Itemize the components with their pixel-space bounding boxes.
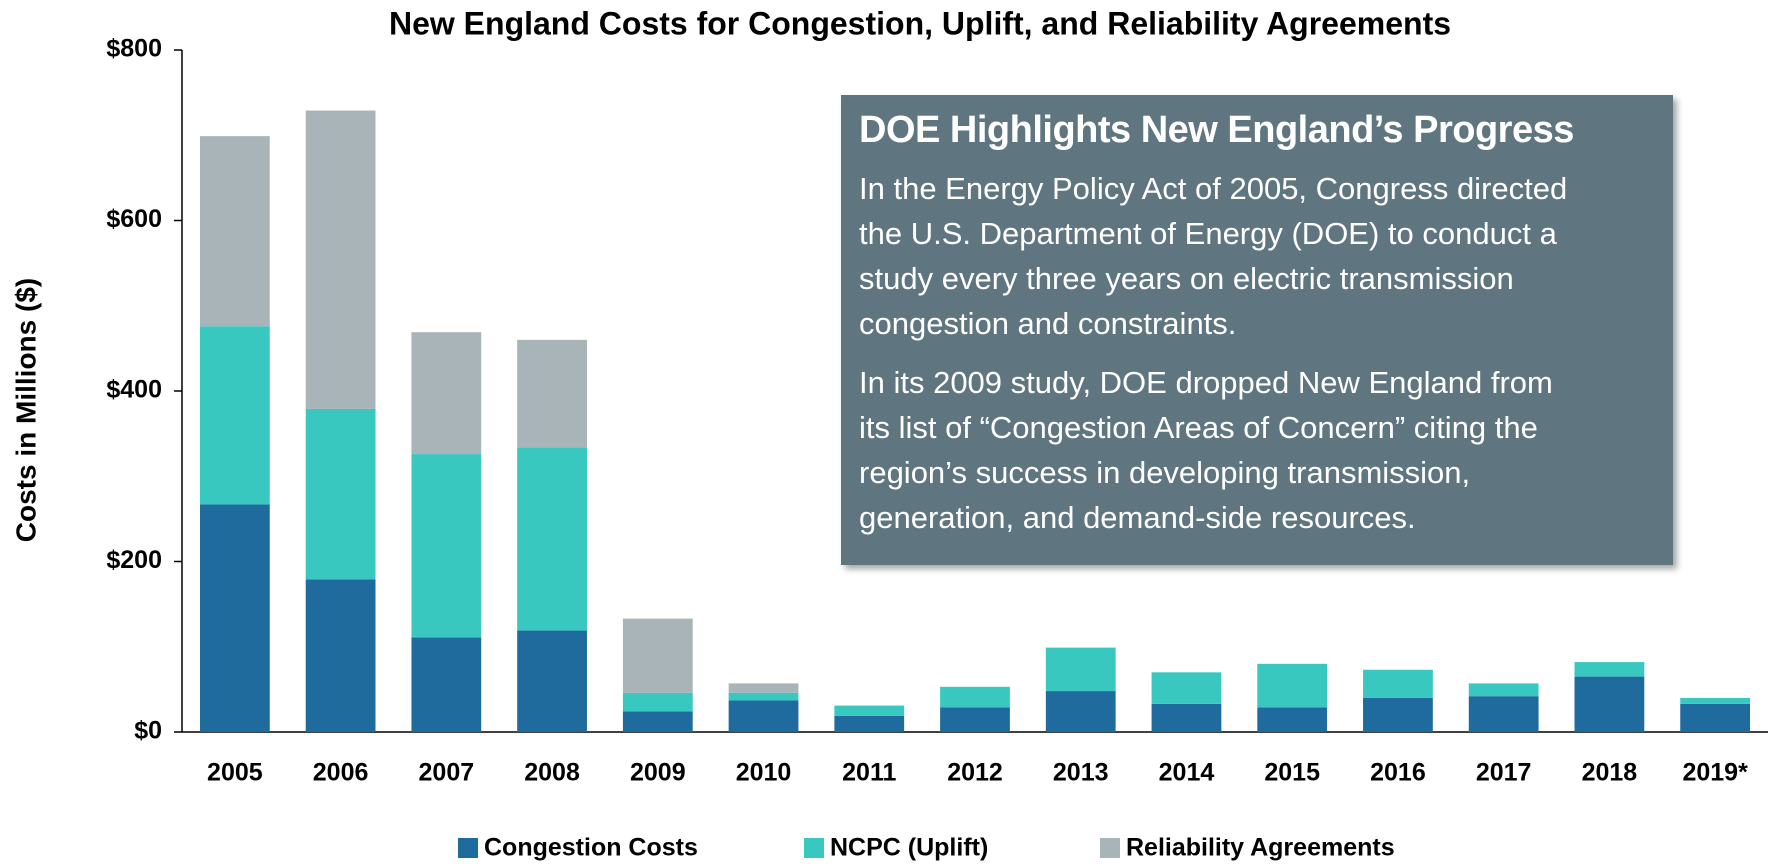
- annotation-box: DOE Highlights New England’s Progress In …: [841, 95, 1673, 565]
- bar-segment: [940, 686, 1010, 708]
- bar-segment: [1045, 691, 1116, 732]
- y-tick-label: $200: [106, 546, 162, 574]
- x-tick-label: 2018: [1582, 759, 1638, 787]
- bar-segment: [622, 692, 693, 712]
- bar-segment: [411, 637, 482, 732]
- bar-segment: [728, 692, 799, 701]
- annotation-line: In the Energy Policy Act of 2005, Congre…: [859, 171, 1568, 206]
- x-tick-label: 2019*: [1682, 759, 1748, 787]
- bar-segment: [517, 630, 587, 732]
- bar-segment: [305, 110, 376, 409]
- bar-segment: [940, 707, 1010, 732]
- bar-segment: [305, 408, 376, 580]
- annotation-line: congestion and constraints.: [859, 306, 1237, 341]
- bar-segment: [834, 715, 905, 732]
- annotation-paragraph: In the Energy Policy Act of 2005, Congre…: [859, 166, 1655, 346]
- y-axis-label: Costs in Millions ($): [10, 278, 41, 542]
- bar-segment: [305, 579, 376, 732]
- x-tick-label: 2007: [419, 759, 475, 787]
- legend-swatch: [458, 838, 478, 858]
- bar-segment: [622, 711, 693, 732]
- x-tick-label: 2006: [313, 759, 369, 787]
- x-tick-label: 2008: [524, 759, 580, 787]
- y-tick-label: $600: [106, 205, 162, 233]
- x-tick-label: 2011: [842, 759, 896, 787]
- legend-label: Reliability Agreements: [1126, 834, 1395, 862]
- bar-segment: [199, 504, 270, 732]
- bar-segment: [1151, 703, 1222, 732]
- legend-label: NCPC (Uplift): [830, 834, 988, 862]
- x-tick-label: 2009: [630, 759, 686, 787]
- annotation-line: region’s success in developing transmiss…: [859, 455, 1471, 490]
- x-tick-label: 2013: [1053, 759, 1109, 787]
- annotation-paragraph: In its 2009 study, DOE dropped New Engla…: [859, 360, 1655, 540]
- x-tick-label: 2015: [1264, 759, 1320, 787]
- legend-swatch: [804, 838, 824, 858]
- bar-segment: [411, 332, 482, 455]
- legend-swatch: [1100, 838, 1120, 858]
- annotation-line: its list of “Congestion Areas of Concern…: [859, 410, 1538, 445]
- x-tick-label: 2005: [207, 759, 263, 787]
- bar-segment: [1363, 697, 1433, 732]
- x-tick-label: 2014: [1159, 759, 1215, 787]
- bar-segment: [1468, 683, 1539, 697]
- bar-segment: [199, 326, 270, 505]
- bar-segment: [1045, 647, 1116, 692]
- annotation-line: the U.S. Department of Energy (DOE) to c…: [859, 216, 1557, 251]
- annotation-line: study every three years on electric tran…: [859, 261, 1514, 296]
- bar-segment: [1363, 669, 1433, 698]
- annotation-line: In its 2009 study, DOE dropped New Engla…: [859, 365, 1553, 400]
- bar-segment: [622, 618, 693, 693]
- bar-segment: [1257, 663, 1328, 708]
- y-tick-label: $400: [106, 376, 162, 404]
- y-tick-label: $0: [134, 717, 162, 745]
- bar-segment: [517, 339, 587, 448]
- x-tick-label: 2016: [1370, 759, 1426, 787]
- bar-segment: [411, 454, 482, 638]
- bar-segment: [1574, 662, 1645, 677]
- bar-segment: [1680, 703, 1751, 732]
- chart-title: New England Costs for Congestion, Uplift…: [389, 5, 1451, 41]
- bar-segment: [199, 136, 270, 327]
- x-tick-label: 2017: [1476, 759, 1532, 787]
- annotation-line: generation, and demand-side resources.: [859, 500, 1416, 535]
- bar-segment: [834, 705, 905, 716]
- bar-segment: [728, 700, 799, 732]
- bar-segment: [1574, 676, 1645, 732]
- bar-segment: [1680, 697, 1751, 704]
- y-tick-label: $800: [106, 35, 162, 63]
- x-tick-label: 2010: [736, 759, 792, 787]
- annotation-title: DOE Highlights New England’s Progress: [859, 109, 1574, 151]
- bar-segment: [1468, 696, 1539, 732]
- bar-segment: [1151, 672, 1222, 704]
- bar-segment: [1257, 707, 1328, 732]
- bar-segment: [728, 683, 799, 693]
- bar-segment: [517, 447, 587, 631]
- legend-label: Congestion Costs: [484, 834, 698, 862]
- x-tick-label: 2012: [947, 759, 1003, 787]
